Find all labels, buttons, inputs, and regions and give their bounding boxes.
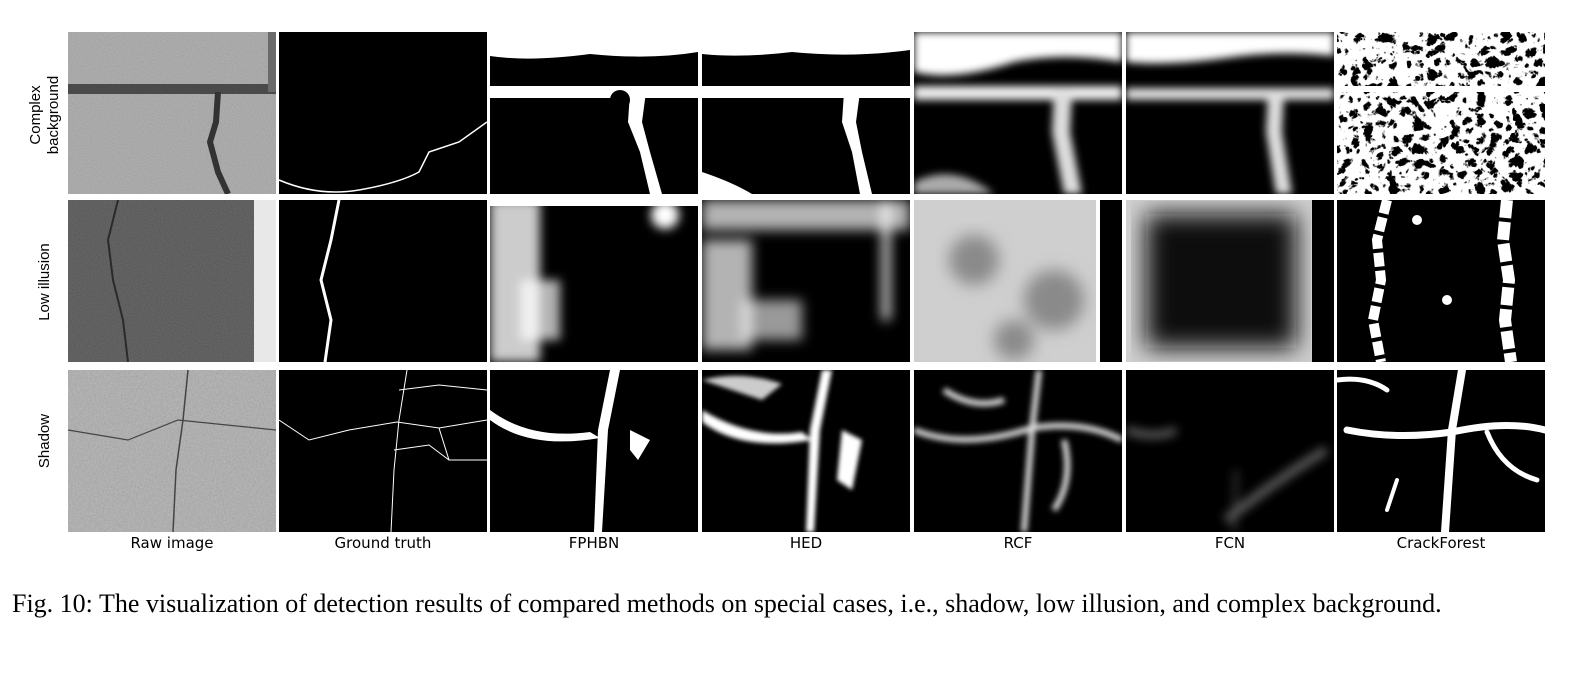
cell-shadow-raw-image (68, 370, 276, 532)
column-label-hed: HED (789, 534, 823, 552)
cell-shadow-hed (702, 370, 910, 532)
row-label-shadow: Shadow (36, 413, 53, 469)
cell-complex-raw-image (68, 32, 276, 194)
cell-low-fphbn (490, 200, 698, 362)
column-label-raw-image: Raw image (130, 534, 214, 552)
figure-caption: Fig. 10: The visualization of detection … (12, 589, 1442, 618)
cell-shadow-rcf (914, 370, 1122, 532)
column-label-fphbn: FPHBN (568, 534, 620, 552)
column-label-fcn: FCN (1214, 534, 1246, 552)
cell-shadow-ground-truth (279, 370, 487, 532)
cell-low-hed (702, 200, 910, 362)
cell-complex-fphbn (490, 32, 698, 194)
cell-complex-ground-truth (279, 32, 487, 194)
column-label-rcf: RCF (1003, 534, 1033, 552)
row-label-low-illusion: Low illusion (36, 243, 53, 321)
cell-low-rcf (914, 200, 1122, 362)
cell-complex-crackforest (1337, 32, 1545, 194)
cell-complex-hed (702, 32, 910, 194)
cell-low-crackforest (1337, 200, 1545, 362)
cell-low-raw-image (68, 200, 276, 362)
column-label-crackforest: CrackForest (1396, 534, 1486, 552)
cell-complex-rcf (914, 32, 1122, 194)
column-label-ground-truth: Ground truth (334, 534, 432, 552)
cell-low-ground-truth (279, 200, 487, 362)
cell-shadow-fphbn (490, 370, 698, 532)
cell-shadow-fcn (1126, 370, 1334, 532)
cell-low-fcn (1126, 200, 1334, 362)
cell-complex-fcn (1126, 32, 1334, 194)
row-label-complex-background: Complex background (27, 75, 62, 155)
cell-shadow-crackforest (1337, 370, 1545, 532)
